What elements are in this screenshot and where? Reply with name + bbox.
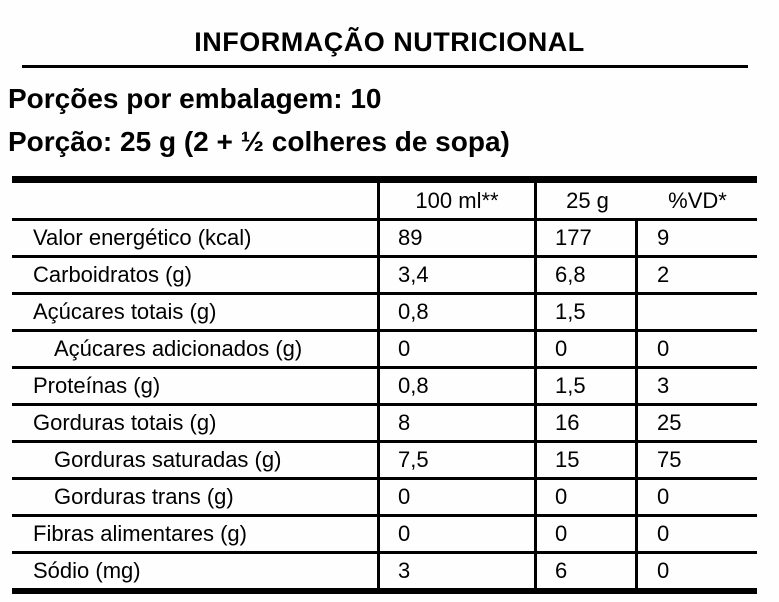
servings-per-package: Porções por embalagem: 10 [8, 83, 382, 114]
table-row-gorduras-trans: Gorduras trans (g) 0 0 0 [12, 480, 757, 517]
value-25g: 1,5 [537, 369, 638, 403]
col-header-vd: %VD* [668, 187, 727, 213]
value-vd [638, 295, 757, 329]
value-vd: 0 [657, 558, 670, 583]
value-vd: 9 [657, 225, 670, 250]
value-25g: 6 [537, 554, 638, 588]
value-25g: 15 [537, 443, 638, 477]
row-label: Proteínas (g) [12, 369, 380, 403]
table-header-row: 100 ml** 25 g %VD* [12, 183, 757, 221]
value-vd: 0 [657, 484, 670, 509]
value-vd: 75 [657, 447, 682, 472]
row-label: Fibras alimentares (g) [12, 517, 380, 551]
value-100ml: 0,8 [380, 369, 537, 403]
value-100ml: 3,4 [380, 258, 537, 292]
table-row-acucares-totais: Açúcares totais (g) 0,8 1,5 [12, 295, 757, 332]
value-25g: 177 [537, 221, 638, 255]
value-vd: 3 [657, 373, 670, 398]
table-row-acucares-adicionados: Açúcares adicionados (g) 0 0 0 [12, 332, 757, 369]
value-100ml: 0 [380, 517, 537, 551]
col-header-nutrient [12, 183, 380, 218]
row-label: Açúcares totais (g) [12, 295, 380, 329]
table-row-gorduras-saturadas: Gorduras saturadas (g) 7,5 15 75 [12, 443, 757, 480]
row-label: Gorduras saturadas (g) [12, 443, 380, 477]
value-100ml: 0 [380, 480, 537, 514]
table-row-fibras-alimentares: Fibras alimentares (g) 0 0 0 [12, 517, 757, 554]
value-25g: 0 [537, 332, 638, 366]
value-25g: 16 [537, 406, 638, 440]
value-25g: 6,8 [537, 258, 638, 292]
value-vd: 2 [657, 262, 670, 287]
value-100ml: 0 [380, 332, 537, 366]
table-row-sodio: Sódio (mg) 3 6 0 [12, 554, 757, 588]
value-25g: 1,5 [537, 295, 638, 329]
row-label: Gorduras trans (g) [12, 480, 380, 514]
portion-size: Porção: 25 g (2 + ½ colheres de sopa) [8, 126, 510, 157]
table-row-proteinas: Proteínas (g) 0,8 1,5 3 [12, 369, 757, 406]
row-label: Gorduras totais (g) [12, 406, 380, 440]
value-100ml: 7,5 [380, 443, 537, 477]
row-label: Sódio (mg) [12, 554, 380, 588]
table-row-valor-energetico: Valor energético (kcal) 89 177 9 [12, 221, 757, 258]
value-100ml: 0,8 [380, 295, 537, 329]
table-row-carboidratos: Carboidratos (g) 3,4 6,8 2 [12, 258, 757, 295]
value-100ml: 89 [380, 221, 537, 255]
row-label: Valor energético (kcal) [12, 221, 380, 255]
value-25g: 0 [537, 517, 638, 551]
page-title: INFORMAÇÃO NUTRICIONAL [194, 27, 585, 57]
title-divider [22, 65, 748, 68]
value-25g: 0 [537, 480, 638, 514]
col-header-25g: 25 g [566, 187, 609, 213]
col-header-100ml: 100 ml** [380, 183, 537, 218]
value-vd: 25 [657, 410, 682, 435]
row-label: Açúcares adicionados (g) [12, 332, 380, 366]
value-vd: 0 [657, 521, 670, 546]
table-row-gorduras-totais: Gorduras totais (g) 8 16 25 [12, 406, 757, 443]
value-vd: 0 [657, 336, 670, 361]
nutrition-table: 100 ml** 25 g %VD* Valor energético (kca… [12, 176, 757, 594]
value-100ml: 8 [380, 406, 537, 440]
row-label: Carboidratos (g) [12, 258, 380, 292]
value-100ml: 3 [380, 554, 537, 588]
